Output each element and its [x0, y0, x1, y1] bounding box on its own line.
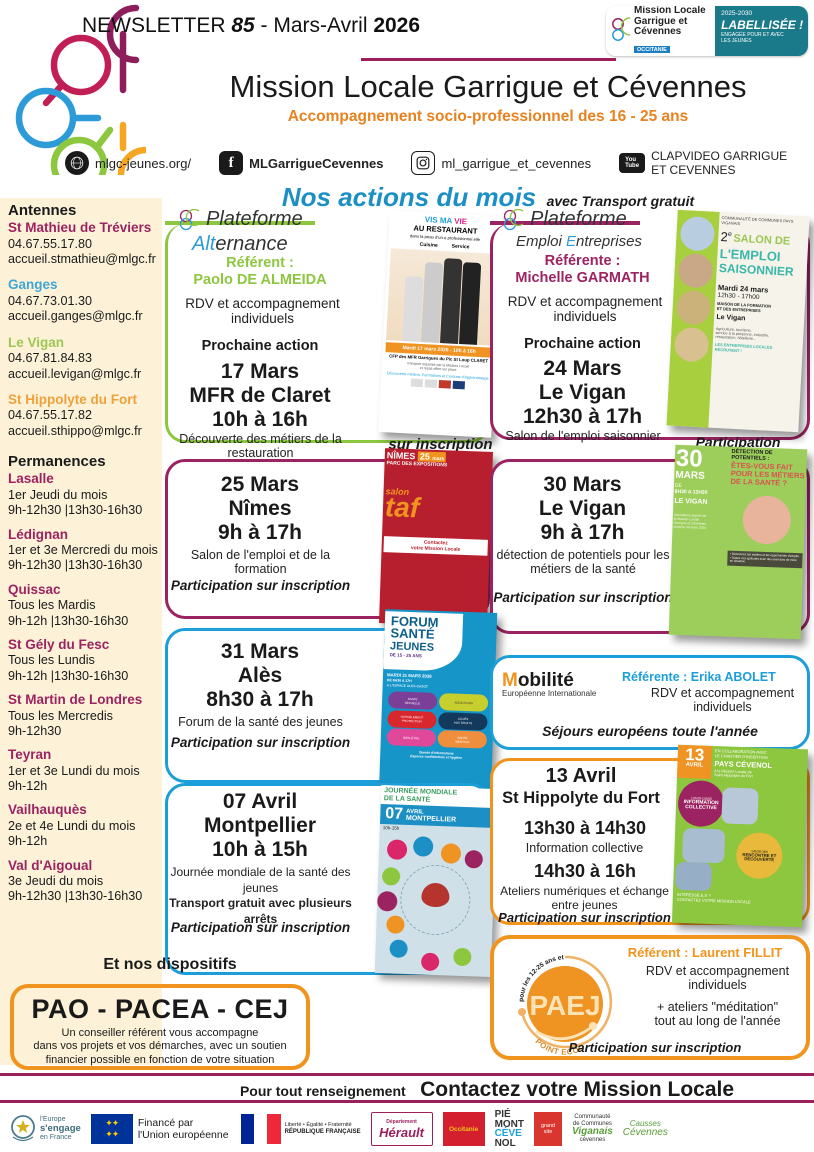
svg-text:PAEJ: PAEJ — [529, 990, 600, 1021]
